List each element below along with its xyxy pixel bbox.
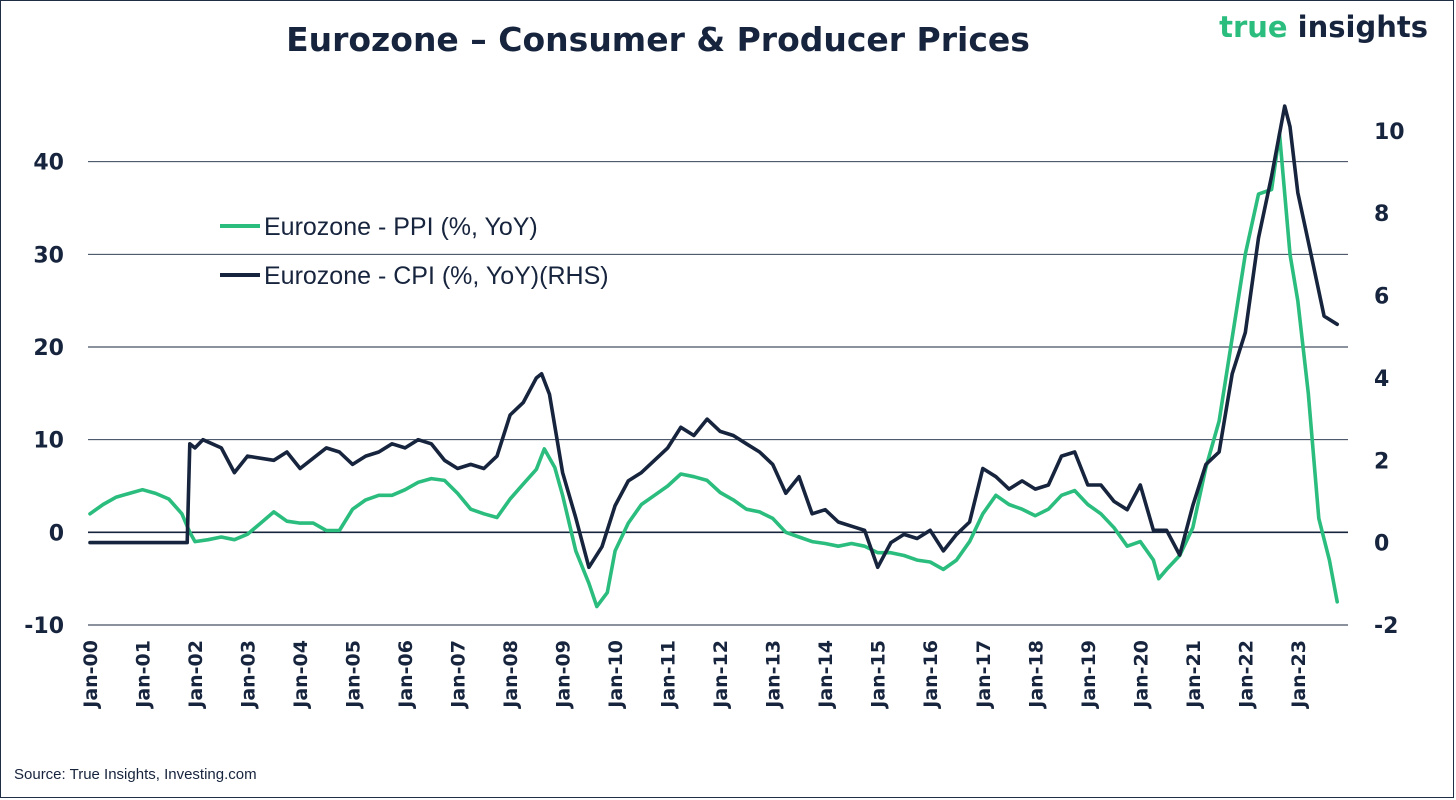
x-tick-label: Jan-03 — [238, 640, 260, 710]
x-tick-label: Jan-06 — [395, 640, 417, 710]
y-right-tick-label: 8 — [1374, 202, 1389, 227]
y-right-tick-label: 2 — [1374, 449, 1389, 474]
x-tick-label: Jan-16 — [920, 640, 942, 710]
legend: Eurozone - PPI (%, YoY) Eurozone - CPI (%… — [220, 213, 609, 290]
legend-label: Eurozone - CPI (%, YoY)(RHS) — [264, 262, 609, 290]
x-tick-label: Jan-22 — [1235, 640, 1257, 710]
x-tick-label: Jan-05 — [343, 640, 365, 710]
x-tick-label: Jan-21 — [1183, 640, 1205, 710]
x-tick-label: Jan-08 — [500, 640, 522, 710]
source-note: Source: True Insights, Investing.com — [14, 766, 257, 783]
y-right-tick-label: -2 — [1374, 614, 1398, 639]
y-left-tick-label: 20 — [33, 336, 64, 361]
x-tick-label: Jan-15 — [868, 640, 890, 710]
x-tick-label: Jan-18 — [1025, 640, 1047, 710]
y-left-tick-label: 30 — [33, 243, 64, 268]
x-tick-label: Jan-14 — [815, 640, 837, 710]
brand-logo-part1: true — [1219, 10, 1288, 44]
ppi-series-line — [88, 132, 1339, 609]
x-tick-label: Jan-04 — [290, 640, 312, 710]
y-left-tick-label: 40 — [33, 151, 64, 176]
y-axis-right: -2 0 2 4 6 8 10 — [1374, 120, 1405, 639]
x-tick-label: Jan-17 — [973, 640, 995, 710]
x-tick-label: Jan-19 — [1078, 640, 1100, 710]
x-tick-label: Jan-10 — [605, 640, 627, 710]
y-left-tick-label: -10 — [24, 614, 64, 639]
x-tick-label: Jan-07 — [448, 640, 470, 710]
gridlines — [88, 161, 1348, 626]
legend-label: Eurozone - PPI (%, YoY) — [264, 213, 538, 241]
y-axis-left: -10 0 10 20 30 40 — [24, 151, 64, 639]
cpi-series-line — [88, 104, 1339, 570]
x-tick-label: Jan-02 — [185, 640, 207, 710]
chart-title: Eurozone – Consumer & Producer Prices — [286, 20, 1030, 59]
x-tick-label: Jan-13 — [763, 640, 785, 710]
x-tick-label: Jan-12 — [710, 640, 732, 710]
x-tick-label: Jan-01 — [133, 640, 155, 710]
x-tick-label: Jan-09 — [553, 640, 575, 710]
series-lines — [88, 104, 1339, 609]
y-right-tick-label: 0 — [1374, 532, 1389, 557]
x-tick-label: Jan-20 — [1130, 640, 1152, 710]
y-right-tick-label: 4 — [1374, 367, 1389, 392]
y-right-tick-label: 10 — [1374, 120, 1405, 145]
x-tick-label: Jan-23 — [1288, 640, 1310, 710]
x-axis: Jan-00 Jan-01 Jan-02 Jan-03 Jan-04 Jan-05 Jan-… — [80, 640, 1310, 710]
y-right-tick-label: 6 — [1374, 285, 1389, 310]
x-tick-label: Jan-11 — [658, 640, 680, 710]
y-left-tick-label: 10 — [33, 429, 64, 454]
x-tick-label: Jan-00 — [80, 640, 102, 710]
brand-logo-part2: insights — [1297, 10, 1428, 44]
brand-logo: true insights — [1219, 10, 1428, 44]
y-left-tick-label: 0 — [49, 521, 64, 546]
